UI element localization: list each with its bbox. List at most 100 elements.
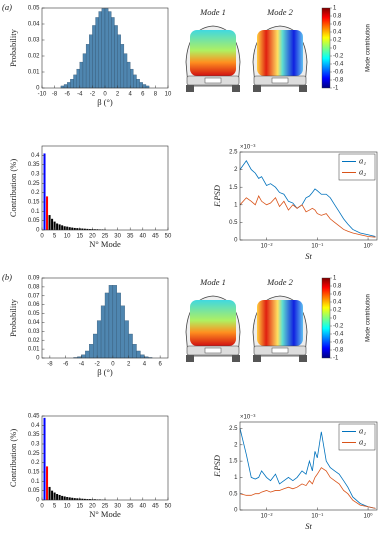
y-tick-label: 0.5: [229, 220, 238, 226]
x-tick-label: -4: [77, 92, 83, 98]
histogram-bar: [136, 350, 141, 359]
plot-frame: [41, 277, 169, 359]
psd-line: [239, 428, 376, 509]
colorbar-tick-label: 0.2: [333, 308, 342, 314]
y-tick-label: 1.5: [229, 459, 238, 465]
y-tick-label: 0.08: [28, 284, 40, 290]
y-tick-label: 0.06: [28, 302, 40, 308]
car-wheel: [299, 355, 307, 362]
x-tick-label: 5: [53, 234, 57, 240]
y-tick-label: 0.45: [28, 414, 40, 420]
y-tick-label: 1.5: [229, 185, 238, 191]
mode-title: Mode 1: [199, 7, 226, 17]
psd-line: [239, 160, 376, 237]
colorbar-tick-label: 1: [333, 6, 337, 12]
car-wheel: [253, 85, 261, 92]
histogram-bar: [98, 11, 102, 89]
histogram-bar: [139, 82, 143, 89]
x-tick-label: 6: [158, 362, 162, 368]
y-tick-label: 0.5: [229, 491, 238, 497]
bar: [48, 215, 51, 230]
x-tick-label: 40: [139, 504, 146, 510]
x-axis-label: β (°): [97, 97, 113, 107]
bar: [58, 494, 61, 500]
x-tick-label: 2: [116, 92, 120, 98]
x-tick-label: -6: [65, 92, 71, 98]
colorbar-tick-label: 0.8: [333, 14, 342, 20]
x-tick-label: 30: [114, 504, 121, 510]
y-tick-label: 0.25: [28, 451, 40, 457]
bar: [46, 196, 49, 230]
y-scale-label: ×10⁻³: [240, 145, 255, 151]
colorbar-tick-label: 0: [333, 316, 337, 322]
y-tick-label: 0: [36, 228, 40, 234]
colorbar-tick-label: 1: [333, 276, 337, 282]
x-tick-label: 45: [152, 234, 159, 240]
y-tick-label: 0.07: [28, 293, 40, 299]
colorbar-tick-label: -1: [333, 356, 339, 362]
x-tick-label: 4: [143, 362, 147, 368]
histogram-bar: [124, 320, 129, 359]
histogram-bar: [120, 44, 125, 89]
bar: [88, 229, 91, 230]
y-axis-label: F.PSD: [212, 184, 222, 208]
histogram-bar: [112, 285, 117, 359]
colorbar-tick-label: 0: [333, 46, 337, 52]
x-tick-label: -2: [94, 362, 100, 368]
histogram-bar: [96, 320, 102, 359]
x-tick-label: -6: [63, 362, 69, 368]
histogram-bar: [70, 79, 74, 89]
mode-title: Mode 2: [266, 7, 293, 17]
legend-label: a₂: [359, 166, 366, 176]
histogram-bar: [100, 305, 106, 359]
histogram-bar: [85, 350, 90, 359]
x-tick-label: 0: [111, 362, 115, 368]
bar: [51, 218, 54, 230]
bar: [96, 229, 99, 230]
x-tick-label: 0: [40, 504, 44, 510]
histogram-bar: [128, 333, 133, 359]
mode-title: Mode 1: [199, 277, 226, 287]
histogram-bar: [73, 74, 77, 89]
y-tick-label: 0.1: [31, 209, 40, 215]
bar: [76, 228, 79, 230]
bar: [61, 495, 64, 500]
legend-label: a₁: [359, 425, 366, 435]
y-tick-label: 1: [234, 475, 238, 481]
plot-frame: [41, 145, 169, 231]
y-tick-label: 1: [234, 202, 238, 208]
x-tick-label: 10⁻¹: [311, 514, 323, 520]
x-tick-label: 0: [40, 234, 44, 240]
mode-title: Mode 2: [266, 277, 293, 287]
bar: [83, 228, 86, 230]
histogram-bar: [92, 25, 96, 89]
bar: [81, 498, 84, 500]
car-plate: [204, 347, 222, 354]
histogram-bar: [67, 82, 71, 89]
y-axis-label: Contribution (%): [8, 159, 18, 217]
x-axis-label: St: [305, 521, 312, 531]
x-tick-label: 15: [76, 234, 83, 240]
x-tick-label: 10⁰: [364, 243, 374, 250]
colorbar-label: Mode contribution: [366, 24, 372, 72]
histogram-bar: [130, 68, 134, 89]
car-wheel: [253, 355, 261, 362]
x-tick-label: 10⁻²: [261, 514, 273, 520]
x-tick-label: -4: [79, 362, 85, 368]
histogram-bar: [89, 344, 94, 359]
x-tick-label: 50: [165, 234, 172, 240]
colorbar-tick-label: 0.6: [333, 22, 342, 28]
histogram-bar: [85, 44, 90, 89]
panel-label: (a): [2, 2, 12, 12]
x-tick-label: -2: [90, 92, 96, 98]
y-tick-label: 0.03: [28, 329, 40, 335]
bar: [61, 225, 64, 230]
bar: [71, 227, 74, 230]
bar: [53, 221, 56, 230]
legend-label: a₂: [359, 436, 366, 446]
histogram-bar: [104, 8, 109, 89]
y-tick-label: 0.4: [31, 153, 40, 159]
y-tick-label: 2.5: [229, 426, 238, 432]
bar: [81, 228, 84, 230]
